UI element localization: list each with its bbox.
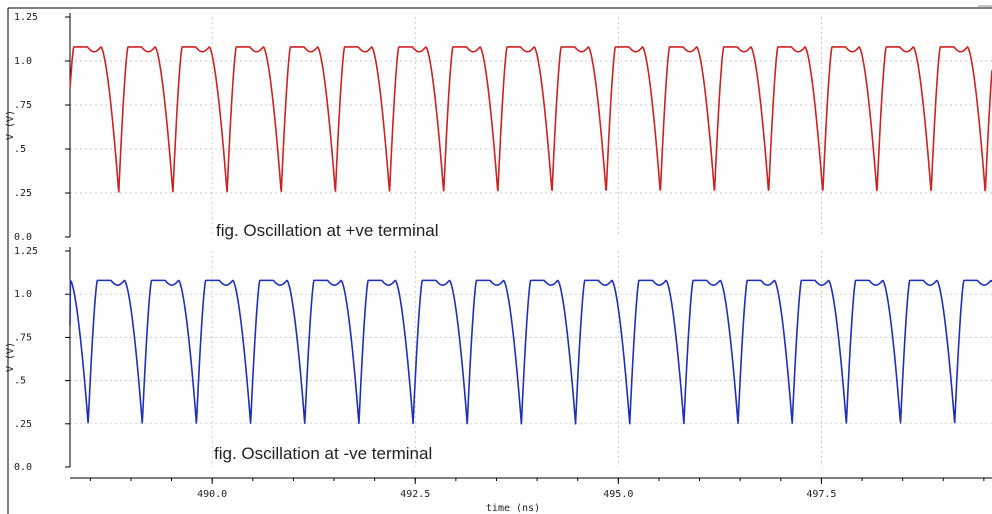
waveform-trace bbox=[69, 46, 992, 193]
y-tick-label: .75 bbox=[14, 332, 32, 343]
x-tick-label: 497.5 bbox=[806, 489, 836, 500]
y-tick-label: 0.0 bbox=[14, 462, 32, 473]
x-axis-title: time (ns) bbox=[486, 503, 540, 514]
y-tick-label: .25 bbox=[14, 419, 32, 430]
y-tick-label: 1.0 bbox=[14, 56, 32, 67]
x-tick-label: 492.5 bbox=[400, 489, 430, 500]
top-plot-panel: 0.0 .25 .5 .75 1.0 1.25 V (V) bbox=[5, 12, 992, 243]
y-axis-title: V (V) bbox=[5, 110, 16, 140]
y-tick-label: .5 bbox=[14, 376, 26, 387]
top-plot-annotation: fig. Oscillation at +ve terminal bbox=[216, 221, 439, 240]
x-tick-label: 495.0 bbox=[603, 489, 633, 500]
y-tick-label: .25 bbox=[14, 188, 32, 199]
bottom-plot-annotation: fig. Oscillation at -ve terminal bbox=[214, 444, 432, 463]
bottom-plot-panel: 0.0 .25 .5 .75 1.0 1.25 V (V) 490.0 492.5 495.0 49… bbox=[5, 246, 992, 500]
y-tick-label: 1.25 bbox=[14, 12, 38, 23]
y-tick-label: 0.0 bbox=[14, 232, 32, 243]
y-tick-label: .75 bbox=[14, 100, 32, 111]
waveform-trace bbox=[69, 279, 992, 425]
x-tick-label: 490.0 bbox=[197, 489, 227, 500]
y-tick-label: 1.25 bbox=[14, 246, 38, 257]
y-tick-label: 1.0 bbox=[14, 289, 32, 300]
y-axis-title: V (V) bbox=[5, 342, 16, 372]
y-tick-label: .5 bbox=[14, 144, 26, 155]
